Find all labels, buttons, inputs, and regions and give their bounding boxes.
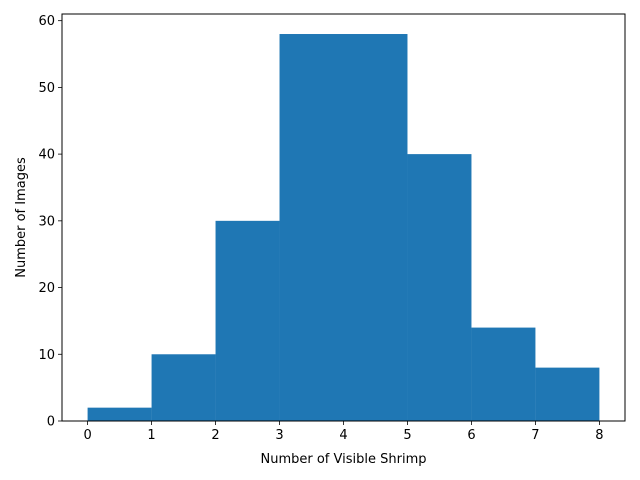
y-tick-label: 0 bbox=[47, 415, 55, 430]
histogram-bar-0 bbox=[87, 407, 152, 421]
y-axis-label: Number of Images bbox=[14, 157, 29, 278]
x-tick-label: 3 bbox=[275, 428, 283, 443]
x-tick-label: 6 bbox=[467, 428, 475, 443]
y-tick-label: 40 bbox=[38, 148, 55, 163]
x-tick-label: 7 bbox=[531, 428, 539, 443]
x-tick-label: 2 bbox=[211, 428, 219, 443]
x-tick-label: 5 bbox=[403, 428, 411, 443]
x-tick-label: 8 bbox=[595, 428, 603, 443]
x-axis: 0 1 2 3 4 5 6 7 8 bbox=[83, 421, 604, 443]
histogram-bar-4 bbox=[343, 34, 408, 422]
plot-frame bbox=[61, 13, 626, 422]
y-tick-label: 30 bbox=[38, 214, 55, 229]
x-axis-label: Number of Visible Shrimp bbox=[261, 452, 427, 467]
y-tick-label: 10 bbox=[38, 348, 55, 363]
histogram-bar-7 bbox=[535, 367, 600, 421]
y-tick-label: 50 bbox=[38, 81, 55, 96]
histogram-bar-5 bbox=[407, 154, 472, 422]
histogram-bar-1 bbox=[151, 354, 216, 421]
x-tick-label: 0 bbox=[83, 428, 91, 443]
x-tick-label: 4 bbox=[339, 428, 347, 443]
y-tick-label: 60 bbox=[38, 14, 55, 29]
bars-group bbox=[87, 34, 600, 422]
histogram-bar-3 bbox=[279, 34, 344, 422]
y-axis: 0 10 20 30 40 50 60 bbox=[38, 14, 62, 430]
histogram-bar-6 bbox=[471, 327, 536, 421]
x-tick-label: 1 bbox=[147, 428, 155, 443]
y-tick-label: 20 bbox=[38, 281, 55, 296]
histogram-bar-2 bbox=[215, 220, 280, 421]
